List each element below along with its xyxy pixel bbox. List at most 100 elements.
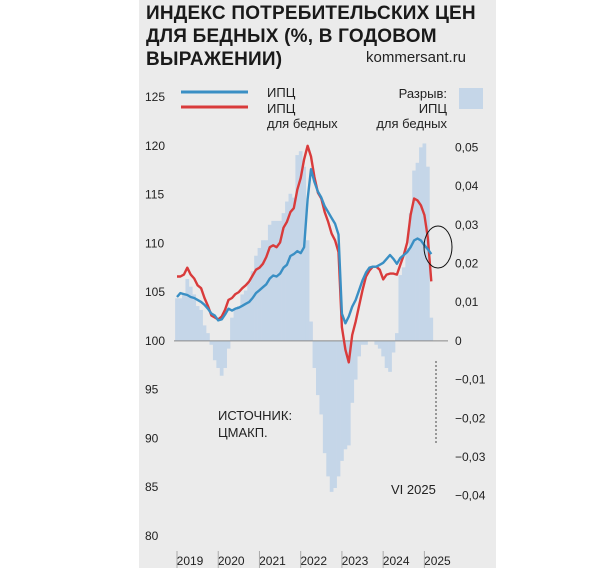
gap-bar <box>192 294 197 341</box>
gap-bar <box>175 298 179 341</box>
gap-bar <box>360 340 365 345</box>
x-tick-label: 2022 <box>300 554 327 568</box>
gap-bar <box>333 340 337 488</box>
chart-panel <box>139 0 496 568</box>
y-left-tick-label: 105 <box>145 285 165 299</box>
gap-bar <box>261 240 265 341</box>
gap-bar <box>257 247 262 341</box>
x-tick-label: 2023 <box>342 554 369 568</box>
gap-bar <box>419 147 423 341</box>
y-left-tick-label: 115 <box>145 188 164 202</box>
gap-bar <box>178 298 183 341</box>
y-right-tick-label: 0,03 <box>455 218 479 232</box>
gap-bar <box>429 317 434 341</box>
gap-bar <box>271 220 276 341</box>
gap-bar <box>350 340 355 403</box>
y-right-tick-label: −0,04 <box>455 489 486 503</box>
gap-bar <box>305 240 310 341</box>
y-left-tick-label: 80 <box>145 529 159 543</box>
source-name: ЦМАКП. <box>218 425 268 440</box>
gap-bar <box>285 201 289 341</box>
gap-bar <box>295 155 300 341</box>
gap-bar <box>188 286 193 341</box>
cpi-line <box>176 168 433 325</box>
gap-bar <box>281 213 286 341</box>
gap-bar <box>326 340 331 477</box>
gap-bar <box>312 340 317 368</box>
legend-cpi-poor-1: ИПЦ <box>267 101 296 116</box>
gap-bar <box>408 213 413 341</box>
y-left-tick-label: 95 <box>145 383 159 397</box>
gap-bar <box>374 340 379 345</box>
legend-swatch-gap <box>459 88 483 109</box>
x-tick-label: 2019 <box>177 554 204 568</box>
gap-bar <box>377 340 382 349</box>
gap-bar <box>309 321 313 341</box>
gap-bar <box>329 340 334 492</box>
gap-bar <box>230 317 234 341</box>
gap-bar <box>384 340 389 368</box>
legend-gap-3: для бедных <box>376 116 447 131</box>
gap-bar <box>250 271 255 341</box>
gap-bar <box>212 340 217 361</box>
gap-bar <box>240 294 245 341</box>
gap-bar <box>319 340 324 415</box>
y-right-tick-label: 0,02 <box>455 256 479 270</box>
gap-bar <box>209 340 214 345</box>
gap-bar <box>316 340 320 396</box>
y-left-tick-label: 85 <box>145 480 159 494</box>
gap-bar <box>233 309 238 341</box>
y-left-tick-label: 100 <box>145 334 165 348</box>
gap-bar <box>199 309 203 341</box>
gap-bar <box>388 340 392 372</box>
highlight-ellipse <box>423 225 453 269</box>
legend-gap-1: Разрыв: <box>399 86 447 101</box>
gap-bar <box>322 340 327 454</box>
y-left-tick-label: 120 <box>145 139 165 153</box>
y-right-tick-label: −0,01 <box>455 373 486 387</box>
legend-gap-2: ИПЦ <box>419 101 448 116</box>
gap-bar <box>401 267 406 341</box>
gap-bar <box>405 247 410 341</box>
legend-cpi: ИПЦ <box>267 85 296 100</box>
gap-bar <box>216 340 221 368</box>
y-right-tick-label: 0,04 <box>455 179 479 193</box>
y-left-tick-label: 90 <box>145 431 159 445</box>
x-tick-label: 2021 <box>259 554 286 568</box>
gap-bar <box>425 166 430 341</box>
gap-bar <box>364 340 368 345</box>
gap-bar <box>219 340 224 376</box>
gap-bar <box>381 340 386 357</box>
gap-bar <box>274 220 279 341</box>
gap-bar <box>223 340 227 368</box>
annotation-label: VI 2025 <box>391 482 436 497</box>
chart-title: ИНДЕКС ПОТРЕБИТЕЛЬСКИХ ЦЕН ДЛЯ БЕДНЫХ (%… <box>146 3 476 70</box>
gap-bar <box>243 290 248 341</box>
x-tick-label: 2025 <box>424 554 451 568</box>
gap-bar <box>415 162 420 341</box>
gap-bars <box>175 143 434 492</box>
site-label: kommersant.ru <box>366 49 467 66</box>
gap-bar <box>264 240 269 341</box>
gap-bar <box>185 278 190 341</box>
gap-bar <box>302 166 306 341</box>
y-left-tick-label: 110 <box>145 236 164 250</box>
gap-bar <box>353 340 358 380</box>
x-tick-label: 2024 <box>383 554 410 568</box>
gap-bar <box>202 325 207 341</box>
y-right-tick-label: −0,02 <box>455 411 486 425</box>
gap-bar <box>291 197 296 341</box>
gap-bar <box>391 340 396 353</box>
gap-bar <box>288 193 293 341</box>
gap-bar <box>412 170 416 341</box>
gap-bar <box>206 333 210 341</box>
gap-bar <box>182 294 186 341</box>
gap-bar <box>195 306 200 341</box>
gap-bar <box>346 340 351 446</box>
gap-bar <box>254 255 258 341</box>
y-left-tick-label: 125 <box>145 90 165 104</box>
gap-bar <box>236 306 241 341</box>
gap-bar <box>226 340 231 349</box>
y-right-tick-label: 0 <box>455 334 462 348</box>
